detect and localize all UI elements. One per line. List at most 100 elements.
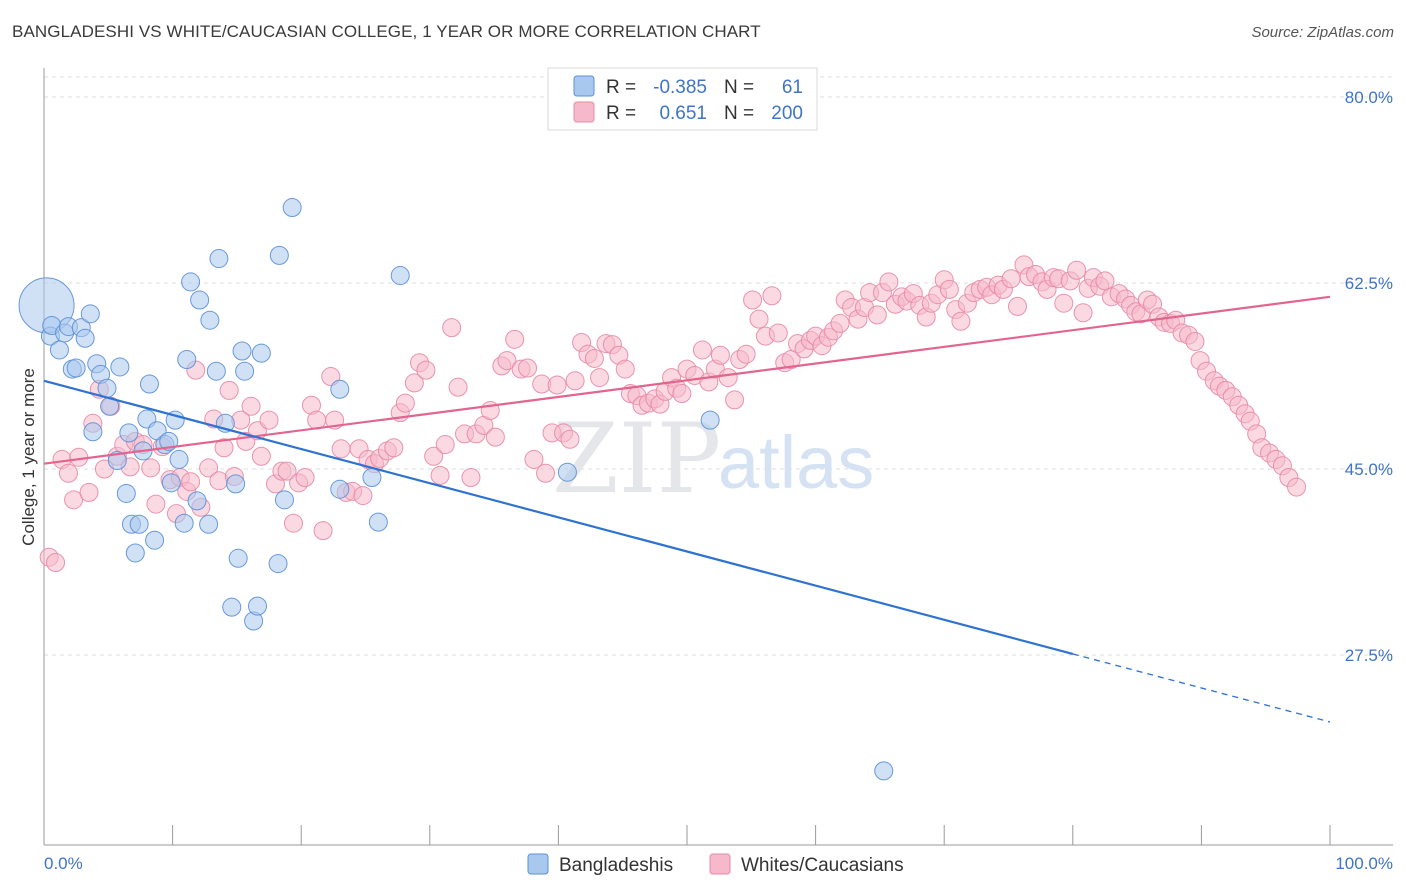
x-tick-label-max: 100.0% (1335, 854, 1393, 873)
point-whites-caucasians (430, 465, 450, 485)
point-whites-caucasians (277, 461, 297, 481)
watermark-zip: ZIP (552, 403, 721, 515)
point-bangladeshis (209, 249, 229, 269)
point-bangladeshis (83, 422, 103, 442)
axes (43, 68, 1393, 846)
chart-source: Source: ZipAtlas.com (1251, 24, 1394, 41)
point-whites-caucasians (1001, 269, 1021, 289)
legend-r-value-bangladeshis: -0.385 (653, 77, 707, 98)
point-bangladeshis (125, 543, 145, 563)
point-whites-caucasians (743, 290, 763, 310)
point-bangladeshis (247, 596, 267, 616)
point-whites-caucasians (283, 513, 303, 533)
point-bangladeshis (274, 490, 294, 510)
point-bangladeshis (165, 410, 185, 430)
point-whites-caucasians (416, 360, 436, 380)
bottom-legend-swatch-bangladeshis (527, 853, 549, 875)
series-bangladeshis (18, 198, 894, 781)
point-whites-caucasians (672, 384, 692, 404)
x-tick-label-min: 0.0% (44, 854, 83, 873)
point-whites-caucasians (524, 449, 544, 469)
legend: R = -0.385 N = 61 R = 0.651 N = 200 (547, 67, 818, 131)
trendline-whites-caucasians (43, 295, 1331, 465)
point-whites-caucasians (584, 348, 604, 368)
point-bangladeshis (187, 491, 207, 511)
chart-title: BANGLADESHI VS WHITE/CAUCASIAN COLLEGE, … (12, 22, 761, 41)
legend-n-value-bangladeshis: 61 (782, 77, 803, 98)
point-whites-caucasians (435, 435, 455, 455)
point-bangladeshis (268, 554, 288, 574)
point-bangladeshis (169, 449, 189, 469)
y-axis-title: College, 1 year or more (19, 368, 38, 546)
point-whites-caucasians (1185, 331, 1205, 351)
point-whites-caucasians (1287, 477, 1307, 497)
trendline-bangladeshis (43, 379, 1074, 656)
point-whites-caucasians (718, 368, 738, 388)
point-whites-caucasians (560, 429, 580, 449)
point-whites-caucasians (536, 463, 556, 483)
point-bangladeshis (145, 530, 165, 550)
trendline-bangladeshis-extrapolated (1072, 653, 1331, 723)
bottom-legend-label-bangladeshis: Bangladeshis (559, 855, 673, 876)
point-whites-caucasians (590, 368, 610, 388)
point-whites-caucasians (181, 472, 201, 492)
point-bangladeshis (75, 328, 95, 348)
point-bangladeshis (139, 374, 159, 394)
legend-n-label-bangladeshis: N = (724, 77, 754, 98)
point-whites-caucasians (353, 486, 373, 506)
point-whites-caucasians (768, 323, 788, 343)
point-whites-caucasians (485, 427, 505, 447)
bottom-legend-label-whites: Whites/Caucasians (741, 855, 904, 876)
legend-swatch-bangladeshis (573, 75, 595, 97)
legend-swatch-whites (573, 101, 595, 123)
point-bangladeshis (226, 474, 246, 494)
y-tick-label: 45.0% (1345, 460, 1393, 479)
series-whites-caucasians (39, 255, 1307, 573)
point-whites-caucasians (313, 521, 333, 541)
legend-n-value-whites: 200 (771, 103, 803, 124)
x-tick-marks (172, 825, 1331, 845)
point-bangladeshis (228, 548, 248, 568)
point-whites-caucasians (565, 371, 585, 391)
point-bangladeshis (161, 473, 181, 493)
point-bangladeshis (49, 340, 69, 360)
y-tick-label: 62.5% (1345, 274, 1393, 293)
point-whites-caucasians (505, 329, 525, 349)
point-bangladeshis (199, 514, 219, 534)
point-whites-caucasians (259, 410, 279, 430)
point-whites-caucasians (692, 340, 712, 360)
legend-n-label-whites: N = (724, 103, 754, 124)
point-whites-caucasians (395, 393, 415, 413)
point-bangladeshis (390, 266, 410, 286)
point-bangladeshis (269, 245, 289, 265)
watermark: ZIP atlas (552, 403, 874, 515)
point-whites-caucasians (384, 438, 404, 458)
legend-r-label-whites: R = (606, 103, 636, 124)
point-bangladeshis (700, 410, 720, 430)
trendlines (43, 295, 1331, 723)
point-whites-caucasians (939, 279, 959, 299)
point-whites-caucasians (547, 375, 567, 395)
point-whites-caucasians (1054, 293, 1074, 313)
point-bangladeshis (368, 512, 388, 532)
point-whites-caucasians (1008, 296, 1028, 316)
point-bangladeshis (557, 462, 577, 482)
point-bangladeshis (110, 357, 130, 377)
point-bangladeshis (129, 514, 149, 534)
point-whites-caucasians (749, 309, 769, 329)
point-whites-caucasians (404, 373, 424, 393)
point-whites-caucasians (497, 351, 517, 371)
point-whites-caucasians (1073, 303, 1093, 323)
point-whites-caucasians (64, 490, 84, 510)
point-bangladeshis (80, 304, 100, 324)
point-bangladeshis (181, 272, 201, 292)
point-whites-caucasians (710, 345, 730, 365)
point-bangladeshis (66, 358, 86, 378)
legend-r-label-bangladeshis: R = (606, 77, 636, 98)
point-bangladeshis (200, 310, 220, 330)
point-whites-caucasians (762, 286, 782, 306)
point-whites-caucasians (251, 446, 271, 466)
point-whites-caucasians (46, 553, 66, 573)
point-whites-caucasians (79, 482, 99, 502)
